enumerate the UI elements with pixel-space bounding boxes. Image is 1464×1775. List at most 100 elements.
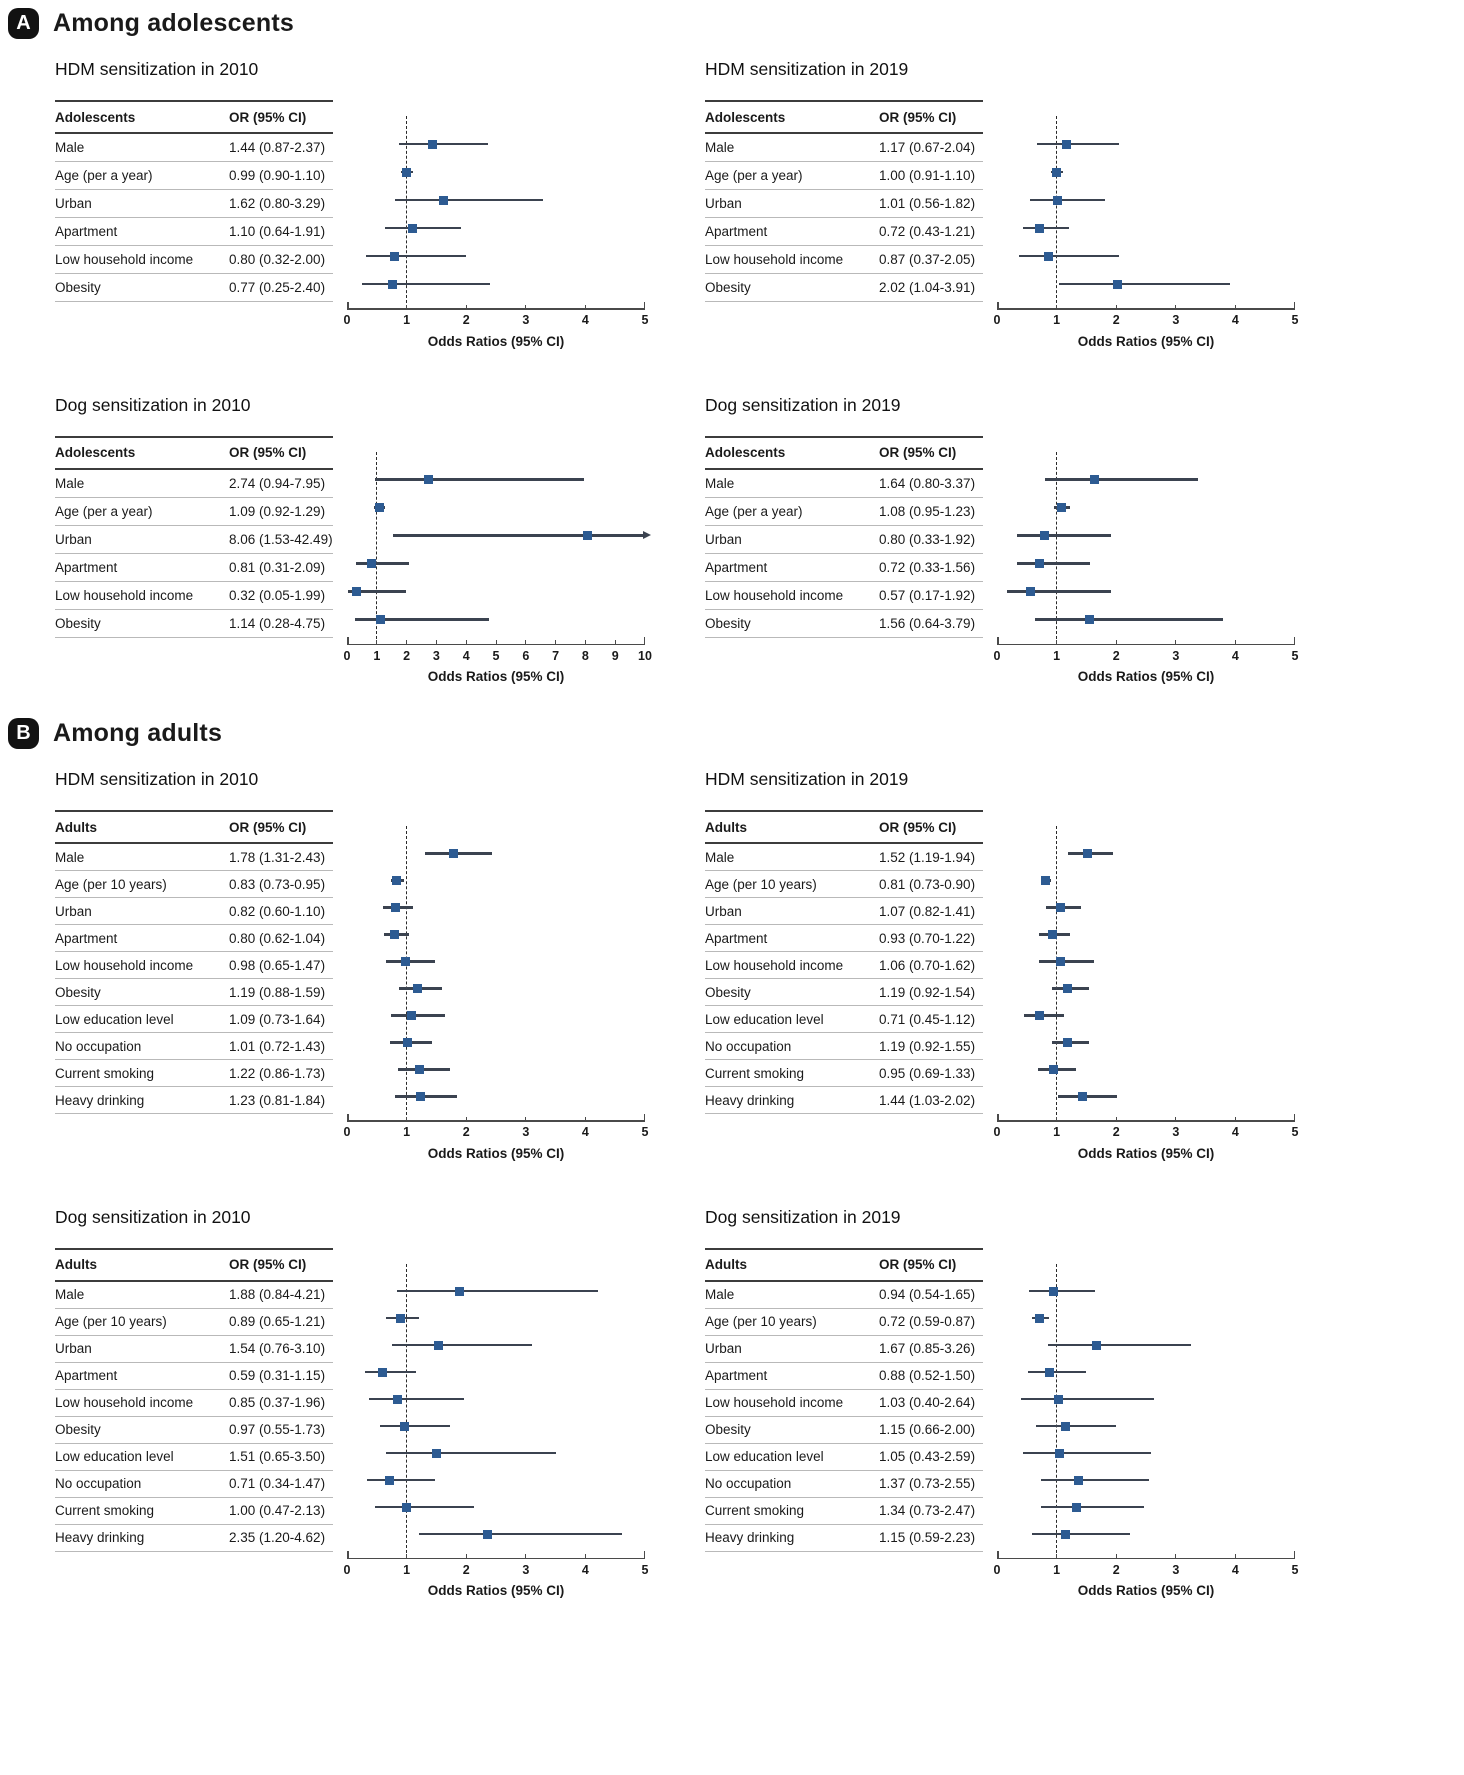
plot-title: HDM sensitization in 2010 xyxy=(55,769,259,789)
table-row: Low education level 1.09 (0.73-1.64) xyxy=(55,1006,333,1033)
table-row: Urban 1.62 (0.80-3.29) xyxy=(55,190,333,218)
or-marker xyxy=(1040,876,1050,885)
or-marker xyxy=(1044,251,1054,261)
or-table-header: Adults OR (95% CI) xyxy=(705,812,983,844)
table-header-group: Adolescents xyxy=(705,445,786,460)
table-header-group: Adults xyxy=(55,819,97,835)
table-row: Low education level 1.51 (0.65-3.50) xyxy=(55,1444,333,1471)
or-marker xyxy=(1090,475,1100,484)
table-row: Apartment 0.72 (0.43-1.21) xyxy=(705,218,983,246)
x-tick-label: 1 xyxy=(373,648,381,663)
row-or-value: 0.88 (0.52-1.50) xyxy=(879,1368,976,1383)
table-header-or: OR (95% CI) xyxy=(229,445,307,460)
row-or-value: 1.19 (0.92-1.54) xyxy=(879,984,976,1000)
table-row: Low household income 0.87 (0.37-2.05) xyxy=(705,246,983,274)
table-header-or: OR (95% CI) xyxy=(229,819,307,835)
row-or-value: 1.00 (0.47-2.13) xyxy=(229,1503,326,1518)
or-marker xyxy=(1035,223,1045,233)
x-tick xyxy=(1056,1554,1058,1559)
forest-plot-b-dog-2010: Dog sensitization in 2010 Adults OR (95% C… xyxy=(55,1201,648,1598)
forest-plot-a-dog-2010: Dog sensitization in 2010 Adolescents OR (… xyxy=(55,389,652,684)
x-tick xyxy=(584,304,586,310)
row-label: Obesity xyxy=(705,615,751,631)
or-table-header: Adults OR (95% CI) xyxy=(55,1250,333,1282)
x-tick xyxy=(406,304,408,310)
table-header-group: Adults xyxy=(55,1257,97,1272)
or-marker xyxy=(1049,1065,1059,1074)
x-tick-label: 0 xyxy=(993,1562,1001,1577)
x-axis-endcap-right xyxy=(1293,1113,1295,1122)
x-tick-label: 4 xyxy=(581,313,589,327)
ci-line xyxy=(1032,1532,1130,1536)
x-axis: 0 1 2 3 4 5 xyxy=(994,637,1298,663)
or-table: Adults OR (95% CI) Male 1.52 (1.19-1.94) Age… xyxy=(705,810,983,1114)
or-marker xyxy=(1078,1092,1088,1101)
row-label: Male xyxy=(55,140,85,155)
x-tick xyxy=(465,640,467,645)
table-row: No occupation 1.01 (0.72-1.43) xyxy=(55,1033,333,1060)
row-label: Age (per 10 years) xyxy=(705,1314,817,1329)
reference-line xyxy=(1055,1263,1057,1558)
row-label: Heavy drinking xyxy=(705,1530,795,1545)
x-tick-label: 1 xyxy=(1053,1125,1061,1139)
table-row: Low household income 0.85 (0.37-1.96) xyxy=(55,1390,333,1417)
row-label: No occupation xyxy=(705,1476,792,1491)
or-marker xyxy=(439,195,449,205)
panel-a-badge: A xyxy=(8,8,39,39)
ci-line xyxy=(392,1343,532,1347)
x-tick-label: 3 xyxy=(1172,1125,1180,1139)
x-tick xyxy=(406,640,408,645)
or-marker xyxy=(1035,559,1045,568)
x-tick-label: 5 xyxy=(641,1125,649,1139)
forest-plot-a-hdm-2019: HDM sensitization in 2019 Adolescents OR (… xyxy=(705,53,1298,349)
x-tick xyxy=(584,1116,586,1122)
x-tick-label: 2 xyxy=(1112,1562,1120,1577)
x-axis: 0 1 2 3 4 5 xyxy=(344,1113,648,1139)
x-tick xyxy=(465,304,467,310)
section-grid-b: HDM sensitization in 2010 Adults OR (95% C… xyxy=(0,763,1464,1598)
row-or-value: 0.59 (0.31-1.15) xyxy=(229,1368,326,1383)
row-label: Apartment xyxy=(705,559,768,575)
row-label: Apartment xyxy=(55,559,118,575)
ci-line xyxy=(385,960,435,963)
ci-line xyxy=(1016,562,1090,565)
x-axis-endcap-right xyxy=(1293,301,1295,310)
or-table-header: Adults OR (95% CI) xyxy=(55,812,333,844)
x-tick xyxy=(584,640,586,645)
or-marker xyxy=(390,251,400,261)
table-row: Low household income 0.98 (0.65-1.47) xyxy=(55,952,333,979)
ci-line xyxy=(1035,618,1223,621)
x-tick xyxy=(525,1554,527,1559)
row-label: Obesity xyxy=(55,984,101,1000)
row-label: Obesity xyxy=(55,615,101,631)
table-row: Heavy drinking 1.44 (1.03-2.02) xyxy=(705,1087,983,1114)
table-row: Apartment 0.59 (0.31-1.15) xyxy=(55,1363,333,1390)
table-row: Obesity 1.56 (0.64-3.79) xyxy=(705,610,983,638)
row-label: Urban xyxy=(55,196,92,211)
row-label: Current smoking xyxy=(705,1065,805,1081)
row-or-value: 1.19 (0.88-1.59) xyxy=(229,984,326,1000)
x-axis: 0 1 2 3 4 5 xyxy=(994,301,1298,327)
or-table: Adolescents OR (95% CI) Male 1.64 (0.80-3.3… xyxy=(705,435,983,638)
or-marker xyxy=(454,1286,464,1296)
row-label: Low household income xyxy=(705,1395,844,1410)
or-marker xyxy=(1040,531,1050,540)
row-or-value: 1.10 (0.64-1.91) xyxy=(229,224,326,239)
x-tick xyxy=(406,1554,408,1559)
plot-zone xyxy=(997,436,1295,644)
x-tick-label: 3 xyxy=(1172,648,1180,663)
table-row: Obesity 1.19 (0.88-1.59) xyxy=(55,979,333,1006)
table-row: Current smoking 0.95 (0.69-1.33) xyxy=(705,1060,983,1087)
or-marker xyxy=(1063,1038,1073,1047)
x-tick xyxy=(465,1554,467,1559)
row-label: Age (per 10 years) xyxy=(55,1314,167,1329)
plot-zone xyxy=(347,810,645,1120)
row-or-value: 0.72 (0.33-1.56) xyxy=(879,559,976,575)
table-row: No occupation 1.19 (0.92-1.55) xyxy=(705,1033,983,1060)
row-label: Age (per 10 years) xyxy=(705,876,817,892)
table-row: Heavy drinking 1.23 (0.81-1.84) xyxy=(55,1087,333,1114)
row-or-value: 1.23 (0.81-1.84) xyxy=(229,1092,326,1108)
row-label: Age (per 10 years) xyxy=(55,876,167,892)
x-axis-endcap-right xyxy=(1293,1551,1295,1559)
row-or-value: 0.99 (0.90-1.10) xyxy=(229,168,326,183)
